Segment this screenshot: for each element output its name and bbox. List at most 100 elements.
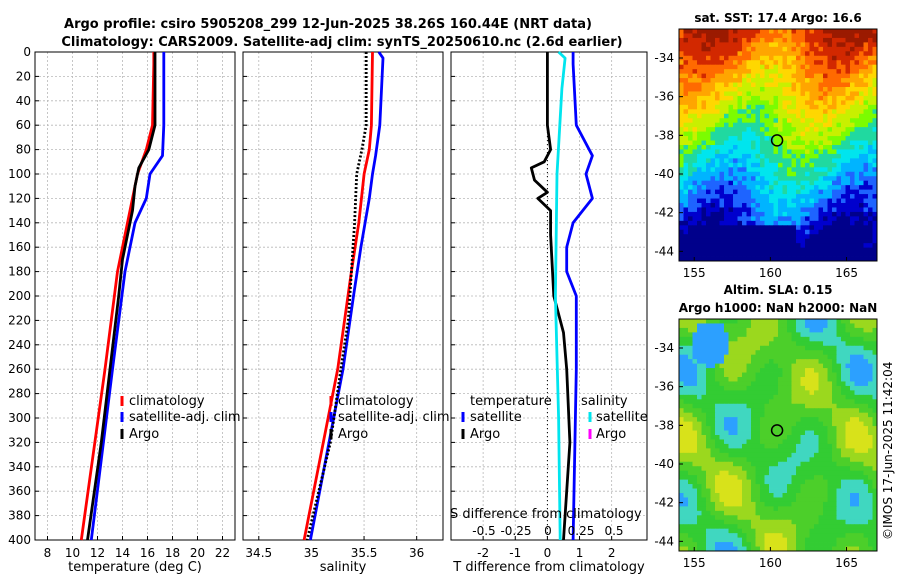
map-cell: [715, 118, 720, 124]
map-cell: [872, 484, 878, 489]
map-cell: [697, 519, 702, 525]
map-cell: [787, 100, 792, 106]
map-cell: [746, 69, 752, 75]
map-cell: [859, 417, 864, 423]
map-cell: [719, 430, 725, 436]
map-cell: [863, 176, 869, 182]
map-cell: [764, 443, 770, 449]
map-cell: [796, 216, 801, 222]
map-cell: [854, 501, 860, 507]
map-cell: [746, 403, 752, 409]
map-cell: [832, 158, 837, 164]
map-cell: [755, 104, 761, 110]
map-cell: [823, 171, 828, 177]
map-cell: [791, 256, 797, 262]
map-cell: [769, 29, 774, 34]
map-cell: [692, 37, 698, 43]
map-cell: [724, 51, 729, 57]
map-cell: [859, 55, 864, 61]
map-cell: [701, 211, 707, 217]
map-cell: [733, 33, 738, 39]
map-cell: [872, 385, 878, 391]
map-cell: [809, 377, 815, 382]
temperature-panel: 8 10 12 14 16 18 20 220204060801001201401601802…: [8, 45, 236, 575]
map-cell: [706, 91, 711, 97]
map-cell: [737, 368, 743, 373]
map-cell: [845, 238, 851, 244]
map-cell: [728, 403, 734, 409]
map-cell: [737, 457, 743, 463]
map-cell: [859, 327, 864, 333]
map-cell: [823, 546, 828, 552]
map-cell: [715, 131, 720, 137]
map-cell: [746, 493, 752, 498]
map-cell: [800, 479, 806, 485]
map-cell: [737, 470, 743, 476]
map-cell: [751, 100, 756, 106]
map-cell: [782, 470, 788, 476]
map-cell: [841, 390, 846, 396]
climatology-line: [302, 51, 374, 541]
map-cell: [805, 323, 810, 329]
map-cell: [746, 519, 752, 525]
map-cell: [818, 408, 824, 414]
map-cell: [818, 42, 824, 48]
map-cell: [859, 149, 864, 155]
map-cell: [863, 194, 869, 199]
map-cell: [746, 475, 752, 481]
map-cell: [796, 127, 801, 133]
map-cell: [791, 519, 797, 525]
map-cell: [863, 118, 869, 124]
map-cell: [701, 42, 707, 48]
map-cell: [854, 368, 860, 373]
map-cell: [683, 51, 689, 57]
map-cell: [787, 207, 792, 213]
map-cell: [805, 145, 810, 150]
map-cell: [800, 60, 806, 66]
map-cell: [841, 466, 846, 472]
temperature-legend: climatology satellite-adj. clim Argo: [120, 394, 241, 442]
map-cell: [760, 234, 765, 240]
map-cell: [836, 493, 842, 498]
map-cell: [769, 46, 774, 52]
map-cell: [742, 198, 747, 204]
map-cell: [823, 350, 828, 356]
map-cell: [733, 390, 738, 396]
map-cell: [850, 537, 855, 543]
map-cell: [854, 319, 860, 324]
map-cell: [746, 546, 752, 552]
map-cell: [827, 537, 833, 543]
map-cell: [679, 524, 684, 530]
map-cell: [755, 390, 761, 396]
map-cell: [679, 336, 684, 342]
map-cell: [755, 345, 761, 351]
map-cell: [697, 345, 702, 351]
map-cell: [742, 100, 747, 106]
map-cell: [751, 73, 756, 79]
map-cell: [746, 127, 752, 133]
map-cell: [760, 426, 765, 431]
map-cell: [769, 448, 774, 454]
map-cell: [737, 78, 743, 83]
map-cell: [872, 256, 878, 262]
map-cell: [863, 426, 869, 431]
map-cell: [827, 64, 833, 70]
map-cell: [746, 332, 752, 338]
map-cell: [760, 319, 765, 324]
map-cell: [832, 122, 837, 128]
map-cell: [827, 55, 833, 61]
map-cell: [787, 203, 792, 208]
map-cell: [697, 354, 702, 360]
map-cell: [845, 158, 851, 164]
map-cell: [778, 158, 783, 164]
map-cell: [688, 60, 693, 66]
map-cell: [832, 341, 837, 347]
map-cell: [764, 519, 770, 525]
map-cell: [769, 510, 774, 516]
map-cell: [764, 87, 770, 92]
map-cell: [845, 542, 851, 547]
map-cell: [782, 33, 788, 39]
map-cell: [728, 457, 734, 463]
map-cell: [688, 439, 693, 445]
map-cell: [859, 140, 864, 146]
